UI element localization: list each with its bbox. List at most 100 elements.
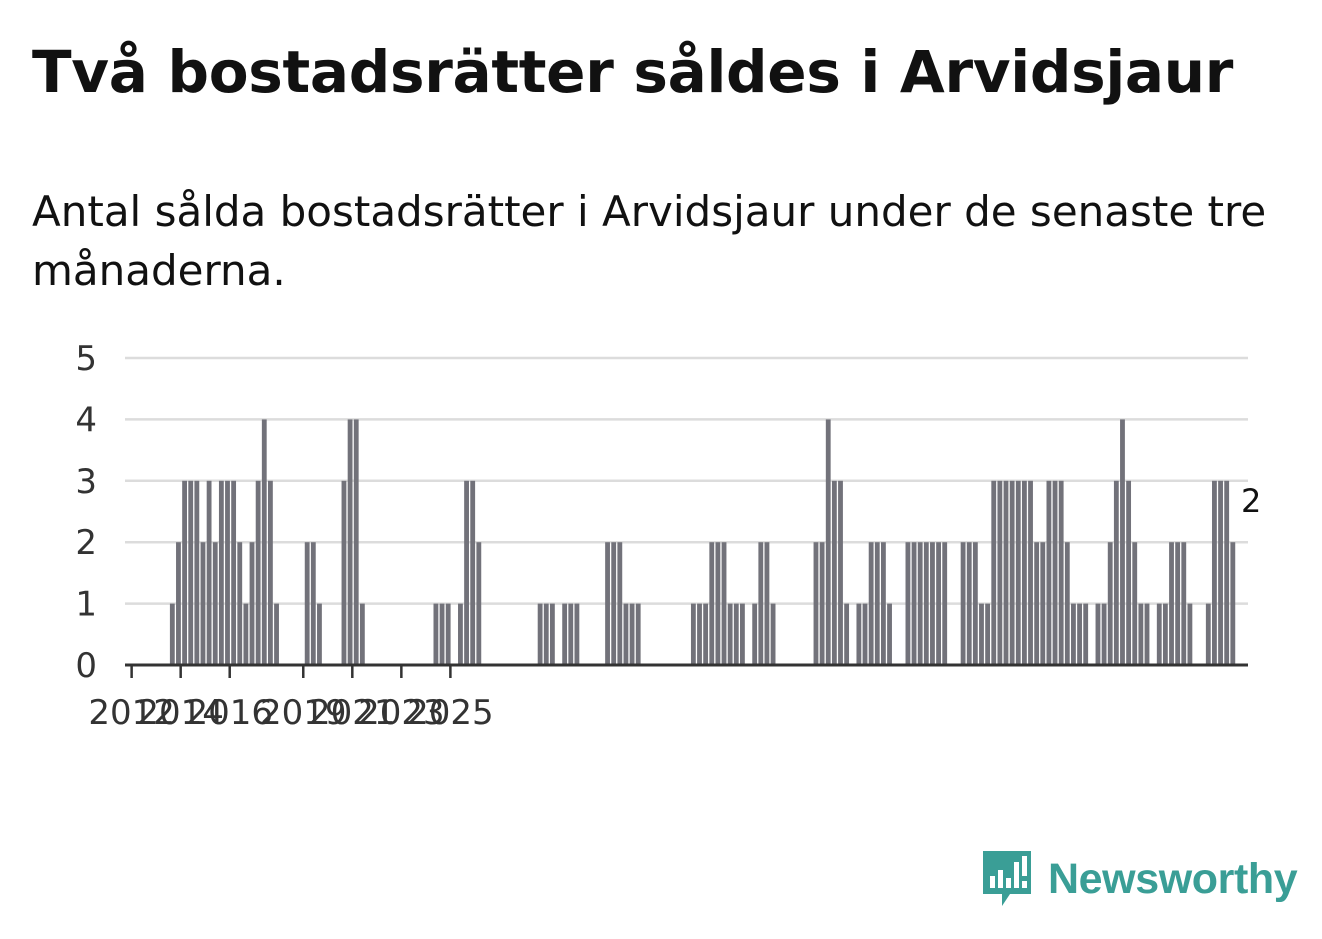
gridlines	[125, 356, 1248, 605]
bar	[942, 542, 948, 665]
bar	[623, 603, 629, 665]
bar	[1058, 480, 1064, 665]
bar	[274, 603, 279, 665]
brand-name: Newsworthy	[1048, 854, 1298, 903]
y-tick-label: 3	[75, 462, 97, 502]
bar	[697, 603, 702, 665]
bar	[1224, 480, 1230, 665]
bar	[813, 542, 819, 665]
bar	[347, 419, 353, 665]
bar	[690, 603, 696, 665]
y-tick-label: 0	[75, 646, 97, 686]
y-tick-label: 5	[75, 339, 97, 379]
bar	[721, 542, 727, 665]
bar	[936, 542, 941, 665]
bar	[188, 480, 194, 665]
bar	[169, 603, 175, 665]
bar	[911, 542, 917, 665]
bar	[243, 603, 249, 665]
bar	[1052, 480, 1058, 665]
bar	[819, 542, 825, 665]
bar	[1218, 480, 1223, 665]
bar	[1162, 603, 1168, 665]
bar	[1230, 542, 1236, 665]
bar	[237, 542, 243, 665]
bar	[1138, 603, 1144, 665]
bar	[249, 542, 255, 665]
bar	[261, 419, 267, 665]
x-tick-label: 2019	[260, 693, 347, 733]
bar	[359, 603, 365, 665]
bar	[733, 603, 739, 665]
bar	[433, 603, 439, 665]
y-tick-label: 4	[75, 400, 97, 440]
bar	[1095, 603, 1101, 665]
bar	[458, 603, 463, 665]
bar	[1144, 603, 1150, 665]
bar	[1021, 480, 1027, 665]
bars	[169, 419, 1236, 665]
bar	[206, 480, 212, 665]
chart-title: Två bostadsrätter såldes i Arvidsjaur	[32, 38, 1234, 106]
bar	[1187, 603, 1193, 665]
bar	[838, 480, 843, 665]
bar	[218, 480, 224, 665]
chart-subtitle: Antal sålda bostadsrätter i Arvidsjaur u…	[32, 187, 1267, 295]
highlight-value-label: 2	[1241, 482, 1261, 520]
x-tick-label: 2021	[309, 693, 396, 733]
bar	[831, 480, 837, 665]
bar	[1113, 480, 1119, 665]
x-tick-label: 2014	[137, 693, 224, 733]
bar	[752, 603, 758, 665]
highlight-annotation: 2	[1237, 478, 1265, 524]
bar	[1126, 480, 1132, 665]
newsworthy-logo-icon	[983, 851, 1031, 906]
bar	[930, 542, 935, 665]
bar	[353, 419, 359, 665]
bar	[887, 603, 892, 665]
bar	[549, 603, 555, 665]
bar	[1028, 480, 1033, 665]
bar	[611, 542, 617, 665]
bar	[317, 603, 322, 665]
bar	[917, 542, 923, 665]
bar	[1040, 542, 1046, 665]
bar	[727, 603, 733, 665]
x-tick-label: 2023	[358, 693, 445, 733]
bar	[709, 542, 715, 665]
bar	[1015, 480, 1021, 665]
bar	[1083, 603, 1089, 665]
bar	[1205, 603, 1211, 665]
bar	[979, 603, 984, 665]
bar	[844, 603, 850, 665]
bar	[476, 542, 482, 665]
bar	[1212, 480, 1217, 665]
bar	[960, 542, 966, 665]
bar	[770, 603, 776, 665]
bar	[310, 542, 316, 665]
x-tick-label: 2025	[407, 693, 494, 733]
bar	[617, 542, 623, 665]
bar	[703, 603, 709, 665]
bar	[464, 480, 469, 665]
bar	[880, 542, 886, 665]
bar	[212, 542, 218, 665]
bar	[267, 480, 273, 665]
y-tick-label: 2	[75, 523, 97, 563]
bar	[1181, 542, 1187, 665]
bar	[1175, 542, 1181, 665]
bar	[1120, 419, 1125, 665]
x-tick-label: 2012	[88, 693, 175, 733]
bar	[225, 480, 230, 665]
bar	[740, 603, 745, 665]
bar	[182, 480, 187, 665]
bar	[966, 542, 972, 665]
y-tick-label: 1	[75, 585, 97, 625]
bar	[341, 480, 347, 665]
bar	[1132, 542, 1138, 665]
bar	[445, 603, 451, 665]
bar	[856, 603, 862, 665]
bar	[905, 542, 911, 665]
bar	[1034, 542, 1040, 665]
